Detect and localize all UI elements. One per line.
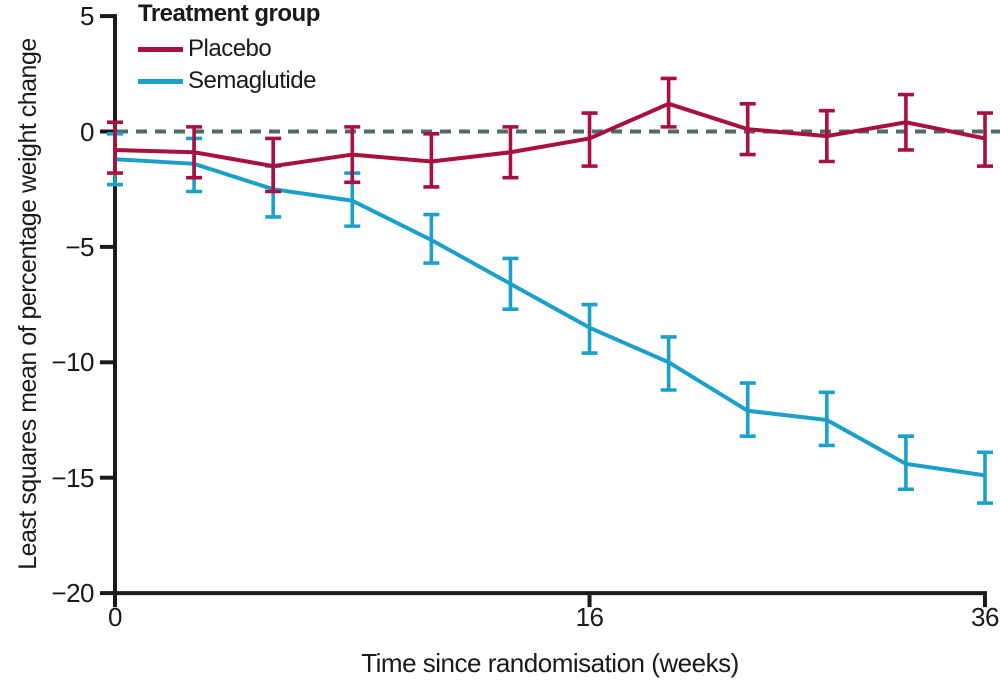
placebo-line-swatch: [138, 46, 183, 52]
y-tick-label-0: 0: [80, 116, 94, 147]
legend-label-placebo: Placebo: [188, 35, 272, 62]
legend-item-placebo: Placebo: [138, 33, 320, 65]
y-tick-label-5: 5: [80, 1, 94, 32]
semaglutide-line-swatch: [138, 78, 183, 84]
x-tick-label-36: 36: [971, 602, 999, 632]
y-tick-label-n10: −10: [51, 347, 94, 378]
y-axis-title: Least squares mean of percentage weight …: [14, 38, 42, 570]
x-axis-title: Time since randomisation (weeks): [361, 648, 739, 678]
y-tick-label-n5: −5: [65, 231, 94, 262]
y-tick-label-n15: −15: [51, 462, 94, 493]
legend: Treatment group Placebo Semaglutide: [138, 0, 320, 97]
y-tick-label-n20: −20: [51, 578, 94, 609]
legend-title: Treatment group: [138, 0, 320, 27]
x-tick-label-16: 16: [575, 602, 604, 632]
legend-label-semaglutide: Semaglutide: [188, 67, 316, 94]
x-tick-label-0: 0: [108, 602, 122, 632]
legend-item-semaglutide: Semaglutide: [138, 65, 320, 97]
